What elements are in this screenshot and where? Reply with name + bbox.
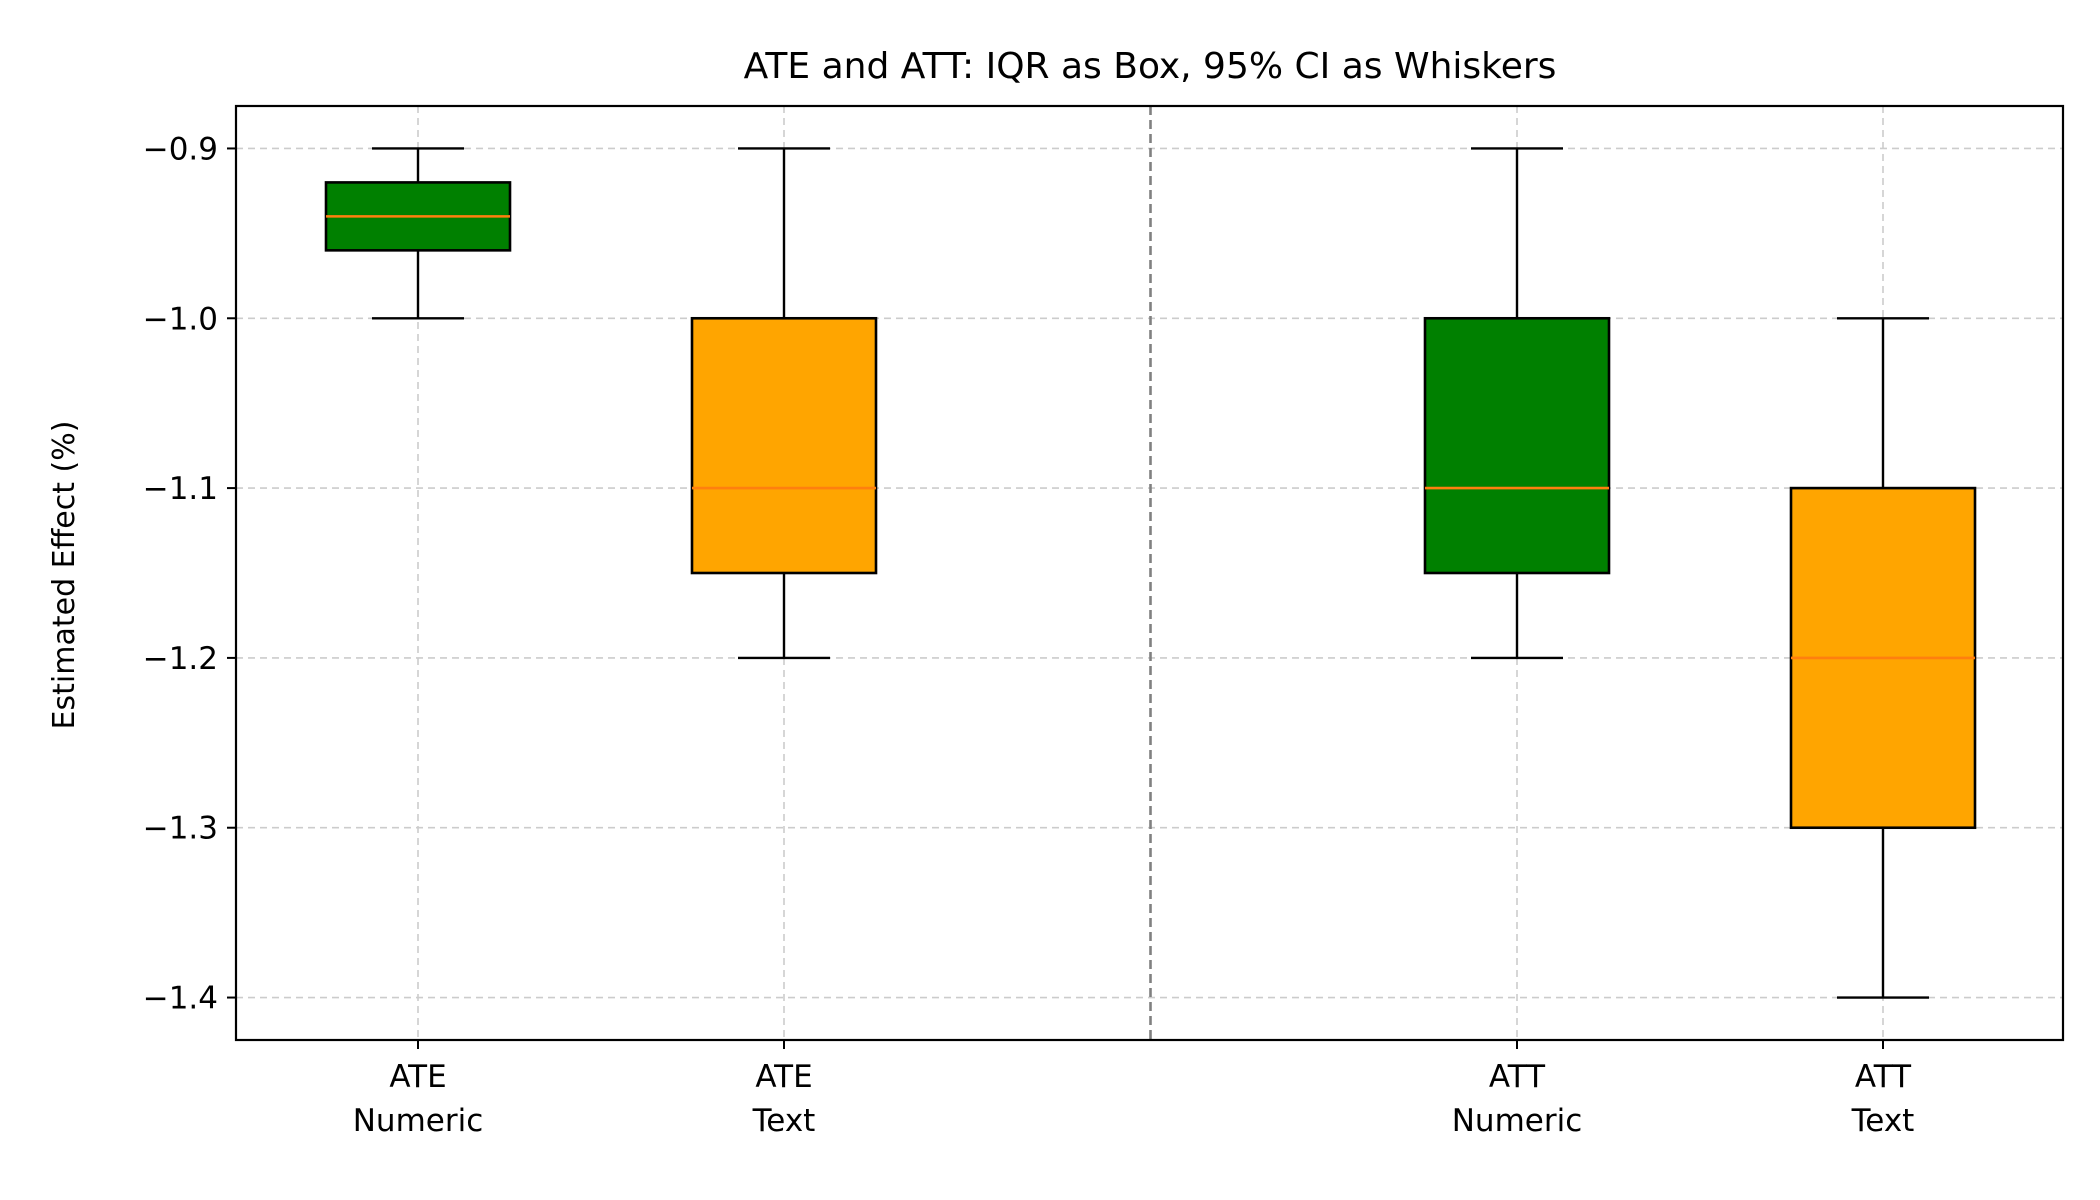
y-tick-label: −1.3 [143,811,218,847]
x-tick-label-line1: ATT [1489,1059,1546,1095]
x-tick-label-line1: ATE [389,1059,446,1095]
y-axis-label: Estimated Effect (%) [47,421,82,730]
iqr-box [690,316,878,575]
x-tick-label-line2: Text [752,1103,816,1139]
axes: −0.9 −1.0 −1.1 −1.2 −1.3 −1.4 ATE Numeric ATE Tex… [143,131,1915,1139]
y-tick-label: −0.9 [143,131,218,167]
y-tick-label: −1.2 [143,641,218,677]
y-tick-label: −1.0 [143,301,218,337]
plot-frame [234,104,2065,1042]
chart-title: ATE and ATT: IQR as Box, 95% CI as Whisk… [744,46,1557,87]
y-tick-label: −1.1 [143,471,218,507]
x-tick-label-line2: Numeric [353,1103,484,1139]
x-tick-label-line1: ATE [755,1059,812,1095]
x-tick-label-line1: ATT [1855,1059,1912,1095]
x-tick-label-line2: Text [1851,1103,1915,1139]
y-tick-label: −1.4 [143,981,218,1017]
x-tick-label-line2: Numeric [1452,1103,1583,1139]
boxes [324,147,1977,999]
iqr-box [1423,316,1611,575]
